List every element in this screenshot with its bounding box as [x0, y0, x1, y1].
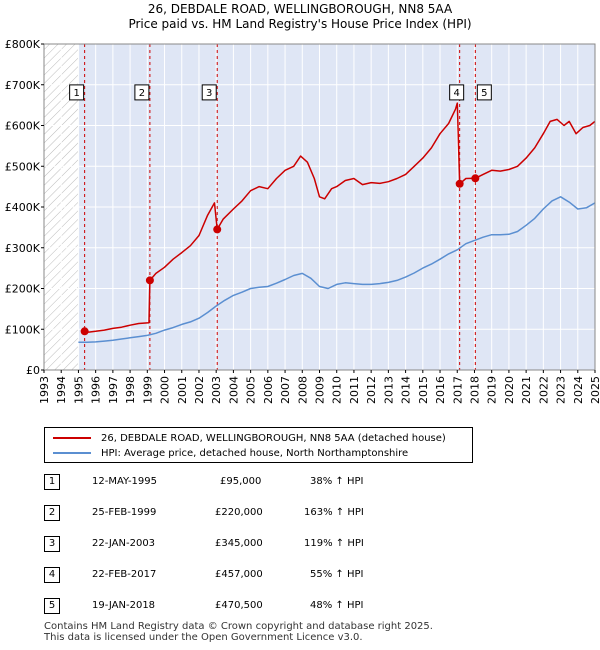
sale-point — [471, 174, 480, 183]
sale-number-badge: 4 — [44, 567, 60, 583]
chart-title-line2: Price paid vs. HM Land Registry's House … — [128, 17, 472, 31]
sale-hpi-change: 119% ↑ HPI — [304, 538, 364, 549]
table-row: 3 22-JAN-2003 £345,000 119% ↑ HPI — [0, 534, 600, 556]
sale-marker-label: 2 — [139, 88, 145, 99]
sale-price: £220,000 — [215, 507, 263, 518]
sale-hpi-change: 38% ↑ HPI — [310, 476, 364, 487]
x-tick-label: 1994 — [55, 376, 68, 404]
sale-number-badge: 2 — [44, 505, 60, 521]
sale-date: 12-MAY-1995 — [92, 476, 158, 487]
x-tick-label: 2006 — [262, 376, 275, 404]
legend-label-property: 26, DEBDALE ROAD, WELLINGBOROUGH, NN8 5A… — [101, 432, 446, 444]
sale-hpi-change: 48% ↑ HPI — [310, 600, 364, 611]
legend-swatch-hpi — [53, 452, 91, 454]
x-tick-label: 2022 — [537, 376, 550, 404]
x-tick-label: 2019 — [486, 376, 499, 404]
y-tick-label: £400K — [5, 201, 41, 214]
x-tick-label: 2005 — [245, 376, 258, 404]
x-tick-label: 2023 — [555, 376, 568, 404]
y-tick-label: £700K — [5, 79, 41, 92]
sale-marker-box — [476, 84, 492, 101]
sale-point — [455, 179, 464, 188]
x-tick-label: 1998 — [124, 376, 137, 404]
x-tick-label: 2003 — [210, 376, 223, 404]
sale-point — [80, 327, 89, 336]
x-tick-label: 2020 — [503, 376, 516, 404]
legend: 26, DEBDALE ROAD, WELLINGBOROUGH, NN8 5A… — [44, 427, 473, 463]
y-tick-label: £500K — [5, 160, 41, 173]
sale-hpi-change: 163% ↑ HPI — [304, 507, 364, 518]
sale-marker-box — [201, 84, 217, 101]
sale-number-badge: 3 — [44, 536, 60, 552]
y-tick-label: £0 — [26, 364, 40, 377]
x-tick-label: 2014 — [400, 376, 413, 404]
x-tick-label: 2017 — [451, 376, 464, 404]
footer-line1: Contains HM Land Registry data © Crown c… — [44, 621, 433, 632]
sale-point — [145, 276, 154, 285]
x-tick-label: 2018 — [468, 376, 481, 404]
sale-point — [213, 225, 222, 234]
table-row: 4 22-FEB-2017 £457,000 55% ↑ HPI — [0, 565, 600, 587]
x-tick-label: 2002 — [193, 376, 206, 404]
y-tick-label: £600K — [5, 120, 41, 133]
x-tick-label: 2010 — [331, 376, 344, 404]
legend-swatch-property — [53, 437, 91, 439]
x-tick-label: 2008 — [296, 376, 309, 404]
sale-marker-label: 1 — [73, 88, 79, 99]
x-tick-label: 1993 — [38, 376, 51, 404]
footer: Contains HM Land Registry data © Crown c… — [44, 621, 433, 643]
sale-date: 25-FEB-1999 — [92, 507, 157, 518]
legend-label-hpi: HPI: Average price, detached house, Nort… — [101, 447, 409, 459]
sale-price: £345,000 — [215, 538, 263, 549]
y-tick-label: £300K — [5, 242, 41, 255]
x-tick-label: 1995 — [72, 376, 85, 404]
sale-marker-label: 5 — [481, 88, 487, 99]
sale-price: £95,000 — [220, 476, 262, 487]
x-tick-label: 2016 — [434, 376, 447, 404]
hpi-line — [78, 196, 596, 344]
sale-marker-box — [69, 84, 85, 101]
x-tick-label: 2013 — [382, 376, 395, 404]
footer-line2: This data is licensed under the Open Gov… — [44, 632, 363, 643]
legend-item-property: 26, DEBDALE ROAD, WELLINGBOROUGH, NN8 5A… — [53, 431, 446, 445]
x-tick-label: 1997 — [107, 376, 120, 404]
x-tick-label: 2011 — [348, 376, 361, 404]
x-tick-label: 2004 — [227, 376, 240, 404]
x-tick-label: 2009 — [314, 376, 327, 404]
sale-marker-label: 3 — [206, 88, 212, 99]
x-tick-label: 2021 — [520, 376, 533, 404]
legend-item-hpi: HPI: Average price, detached house, Nort… — [53, 446, 408, 460]
x-tick-label: 2007 — [279, 376, 292, 404]
table-row: 1 12-MAY-1995 £95,000 38% ↑ HPI — [0, 472, 600, 494]
sale-marker-box — [134, 84, 150, 101]
property-price-line — [84, 102, 596, 333]
x-tick-label: 2001 — [176, 376, 189, 404]
x-tick-label: 2024 — [572, 376, 585, 404]
x-tick-label: 2025 — [589, 376, 600, 404]
x-tick-label: 2000 — [159, 376, 172, 404]
sale-number-badge: 1 — [44, 474, 60, 490]
x-tick-label: 2015 — [417, 376, 430, 404]
y-tick-label: £800K — [5, 38, 41, 51]
x-tick-label: 1999 — [141, 376, 154, 404]
sale-date: 19-JAN-2018 — [92, 600, 156, 611]
y-tick-label: £200K — [5, 283, 41, 296]
sale-price: £457,000 — [215, 569, 263, 580]
sale-date: 22-JAN-2003 — [92, 538, 156, 549]
sale-marker-label: 4 — [453, 88, 459, 99]
chart-title-line1: 26, DEBDALE ROAD, WELLINGBOROUGH, NN8 5A… — [147, 2, 453, 16]
sale-marker-box — [449, 84, 465, 101]
sale-hpi-change: 55% ↑ HPI — [310, 569, 364, 580]
y-tick-label: £100K — [5, 323, 41, 336]
sale-number-badge: 5 — [44, 598, 60, 614]
x-tick-label: 1996 — [90, 376, 103, 404]
x-tick-label: 2012 — [365, 376, 378, 404]
price-chart: 1 2 3 4 5 £0 £100K £200K £300K £400K £500K £600K £7… — [5, 38, 600, 404]
sale-price: £470,500 — [215, 600, 263, 611]
sale-date: 22-FEB-2017 — [92, 569, 157, 580]
table-row: 5 19-JAN-2018 £470,500 48% ↑ HPI — [0, 596, 600, 618]
table-row: 2 25-FEB-1999 £220,000 163% ↑ HPI — [0, 503, 600, 525]
